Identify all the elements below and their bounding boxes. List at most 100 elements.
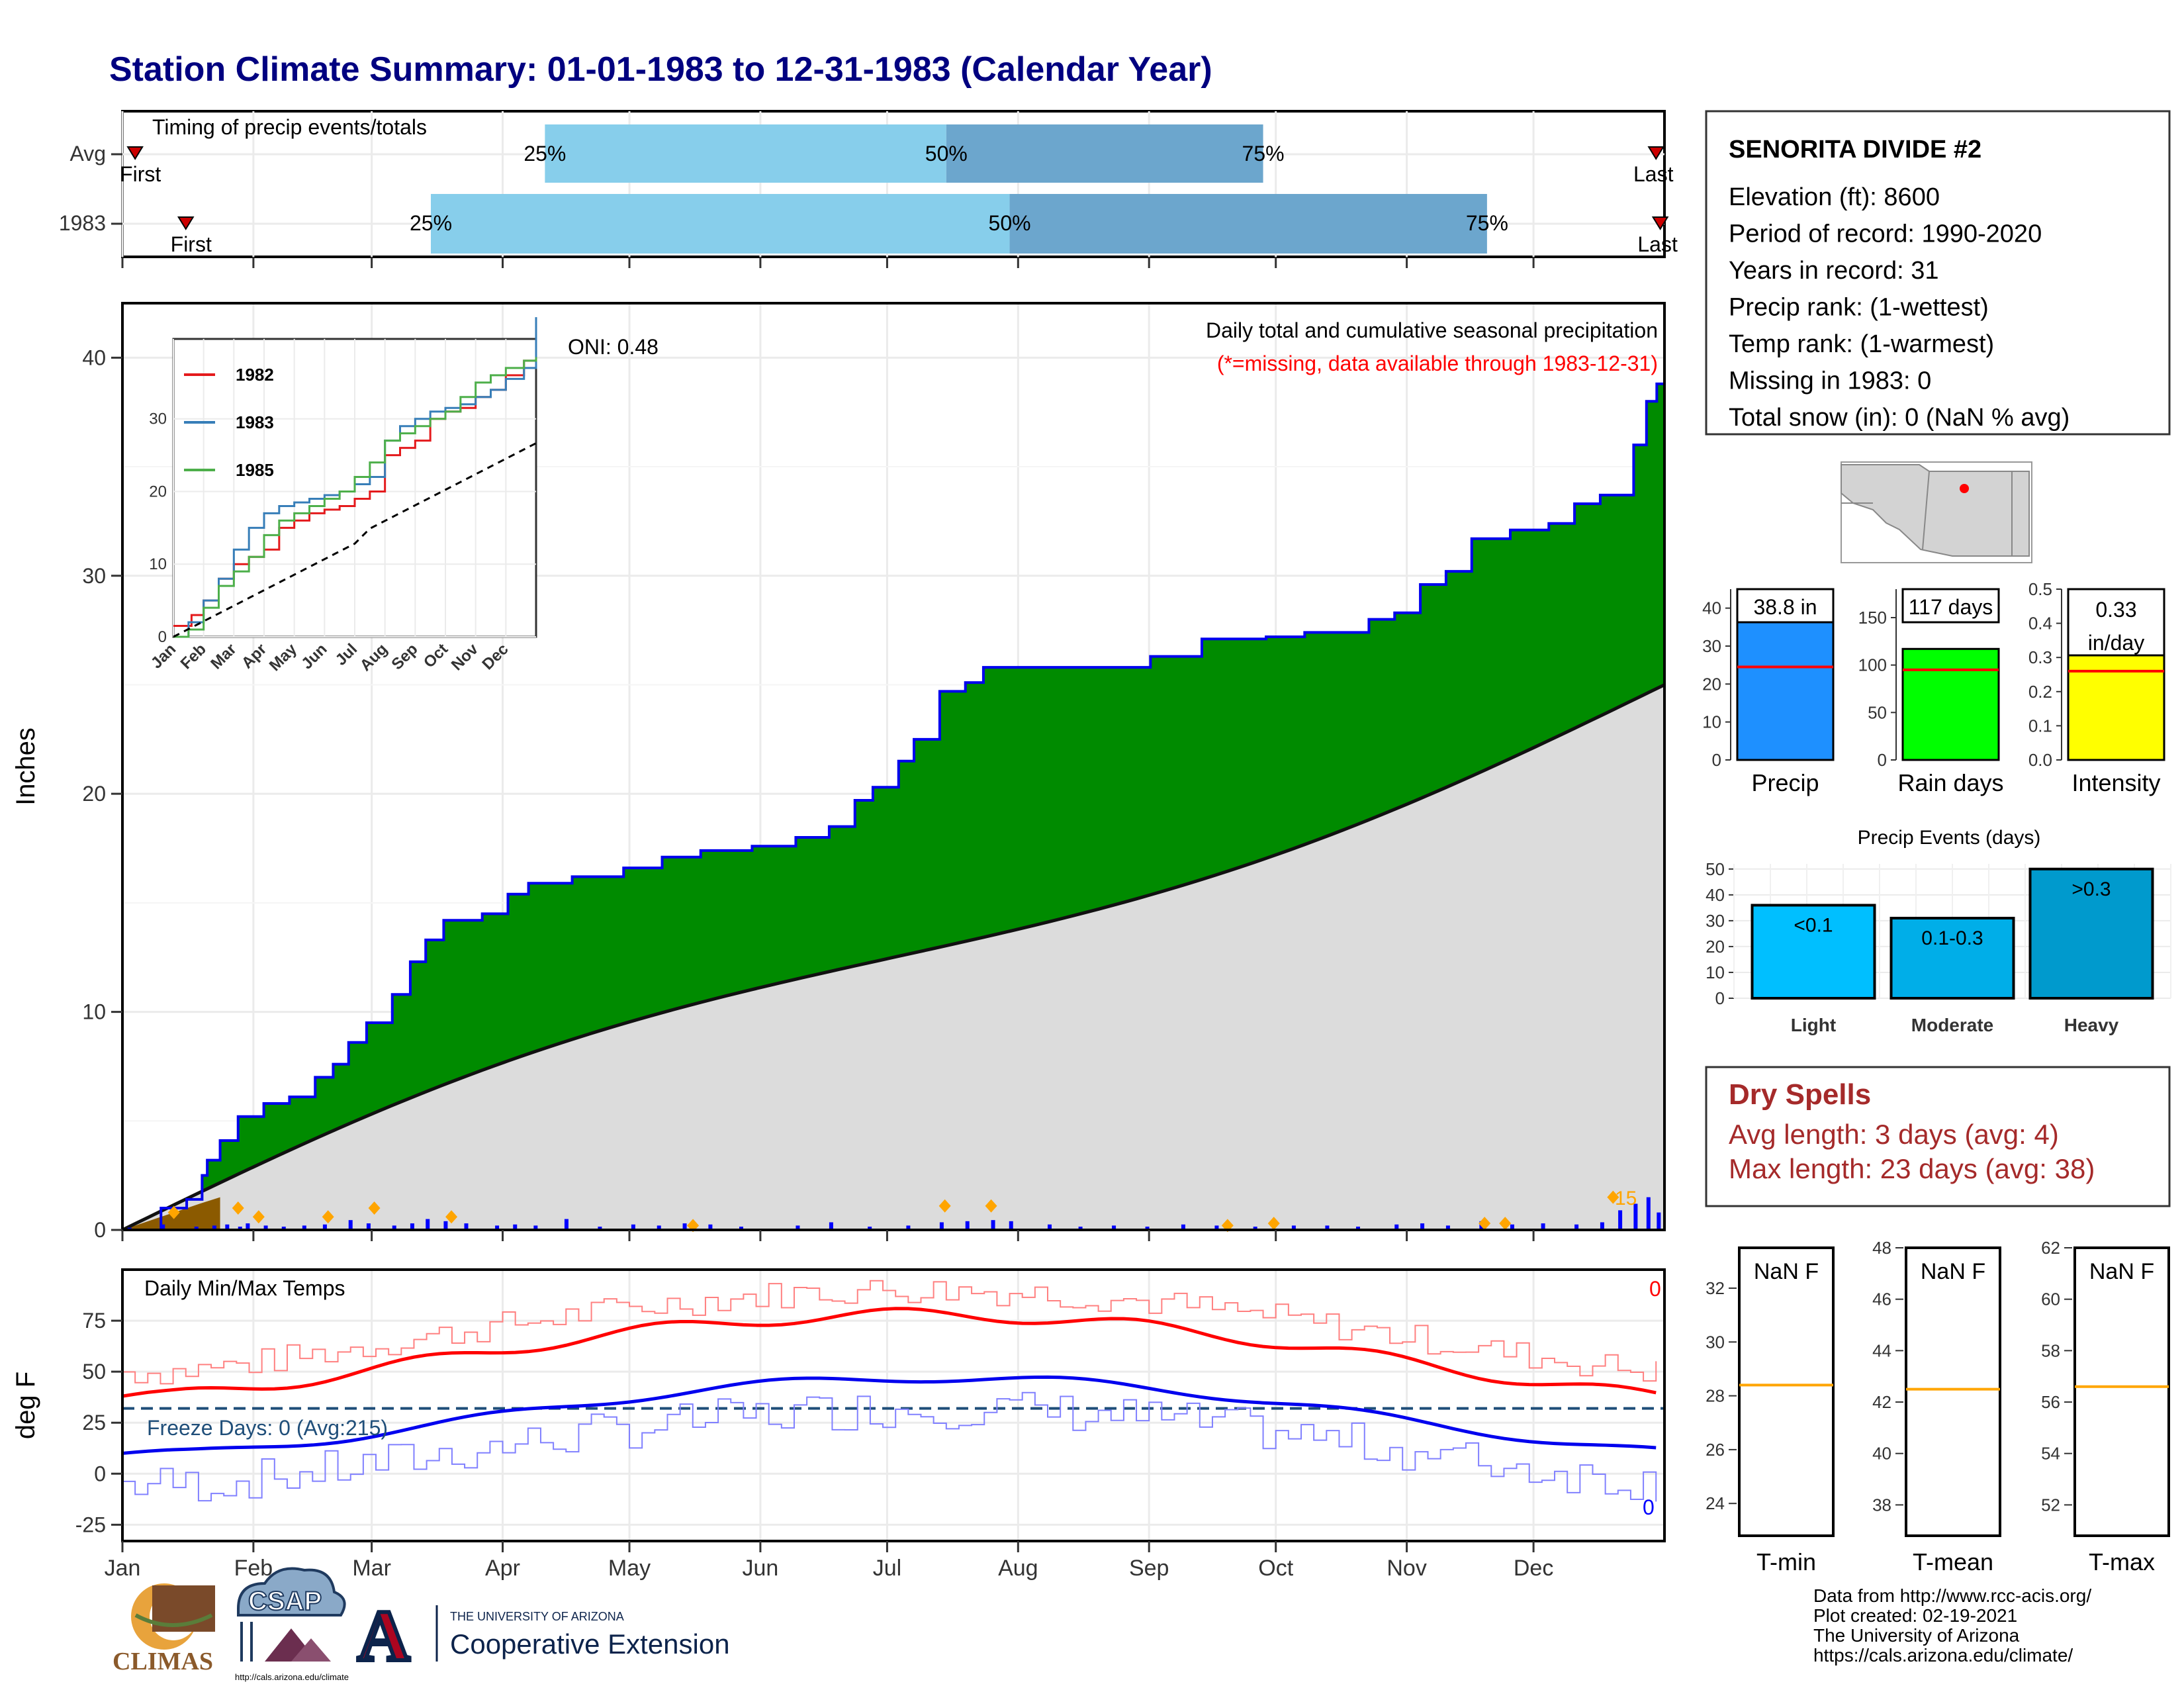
- precip-y-tick: 30: [82, 564, 106, 588]
- mini-value-box: [1901, 588, 2000, 624]
- timing-pct-label: 25%: [523, 142, 566, 165]
- daily-precip-bar: [513, 1224, 518, 1230]
- inset-legend-label: 1985: [236, 460, 274, 480]
- daily-precip-bar: [991, 1220, 995, 1230]
- daily-min-temp-line: [122, 1391, 1657, 1502]
- temp-panel-title: Daily Min/Max Temps: [144, 1276, 345, 1300]
- inset-legend-label: 1983: [236, 412, 274, 432]
- events-bar-label: <0.1: [1794, 914, 1833, 936]
- daily-precip-bar: [1181, 1224, 1185, 1230]
- temp-y-tick: 0: [94, 1462, 106, 1485]
- events-bar-moderate: [1889, 916, 2015, 1000]
- daily-precip-bar: [1009, 1221, 1013, 1230]
- mini-y-tick: 0.3: [2028, 647, 2052, 667]
- timing-pct-label: 50%: [925, 142, 968, 165]
- heavy-event-marker: [1499, 1217, 1512, 1231]
- daily-precip-bar: [1145, 1227, 1150, 1230]
- precip-y-tick: 10: [82, 1000, 106, 1024]
- daily-precip-bar: [410, 1223, 414, 1230]
- mini-value-label: 117 days: [1909, 595, 1993, 619]
- dry-spells-avg: Avg length: 3 days (avg: 4): [1729, 1119, 2059, 1150]
- station-name: SENORITA DIVIDE #2: [1729, 136, 1981, 164]
- station-info-line: Years in record: 31: [1729, 257, 1939, 285]
- daily-precip-bar: [212, 1225, 216, 1230]
- mini-bar-rain-days: [1901, 647, 2000, 761]
- mini-y-tick: 20: [1702, 674, 1721, 694]
- heavy-event-marker: [368, 1201, 381, 1215]
- daily-precip-bar: [1600, 1222, 1604, 1230]
- heavy-event-marker: [938, 1199, 951, 1213]
- tbox-y-tick: 44: [1872, 1340, 1891, 1360]
- inset-y-tick: 30: [149, 410, 167, 428]
- mini-value-unit: in/day: [2088, 631, 2144, 655]
- mini-value-label: 0.33: [2095, 598, 2136, 622]
- csap-logo: CSAP http://cals.arizona.edu/climate: [235, 1567, 349, 1682]
- mini-y-tick: 0.5: [2028, 579, 2052, 599]
- timing-pct-label: 25%: [410, 211, 452, 235]
- daily-precip-bar: [1214, 1225, 1219, 1230]
- csap-url: http://cals.arizona.edu/climate: [235, 1672, 349, 1682]
- station-info-line: Temp rank: (1-warmest): [1729, 330, 1994, 358]
- mini-y-tick: 100: [1858, 655, 1887, 675]
- mini-value-box: [1736, 588, 1835, 624]
- daily-precip-bar: [443, 1221, 448, 1230]
- ua-big-text: Cooperative Extension: [450, 1628, 730, 1660]
- daily-precip-bar: [1394, 1224, 1399, 1230]
- timing-pct-label: 50%: [989, 211, 1031, 235]
- month-tick-aug: Aug: [998, 1556, 1038, 1581]
- credit-line: Data from http://www.rcc-acis.org/: [1813, 1585, 2091, 1606]
- daily-precip-bar: [657, 1225, 661, 1230]
- tbox-y-tick: 56: [2041, 1392, 2060, 1412]
- daily-precip-bar: [1510, 1224, 1514, 1230]
- events-bar-light: [1751, 904, 1876, 1000]
- events-y-tick: 0: [1715, 988, 1725, 1008]
- mini-y-tick: 150: [1858, 608, 1887, 628]
- daily-precip-bar: [322, 1224, 327, 1230]
- station-info-line: Precip rank: (1-wettest): [1729, 294, 1989, 322]
- month-tick-apr: Apr: [485, 1556, 520, 1581]
- daily-precip-bar: [348, 1220, 353, 1230]
- tbox-y-tick: 60: [2041, 1289, 2060, 1309]
- timing-bar-lower-1: [431, 194, 1010, 254]
- avg-min-temp-line: [122, 1375, 1657, 1455]
- temp-ylabel: deg F: [11, 1372, 40, 1439]
- mini-y-tick: 0: [1878, 750, 1887, 770]
- inset-y-tick: 10: [149, 555, 167, 573]
- daily-precip-bar: [238, 1227, 242, 1230]
- events-bar-label: >0.3: [2071, 878, 2111, 900]
- inset-series-line-1985: [173, 357, 537, 638]
- heavy-event-marker: [1607, 1190, 1619, 1204]
- month-tick-mar: Mar: [352, 1556, 391, 1581]
- credit-line: https://cals.arizona.edu/climate/: [1813, 1645, 2073, 1665]
- tbox-label: T-mean: [1913, 1548, 1993, 1575]
- tbox-y-tick: 26: [1706, 1440, 1725, 1460]
- daily-max-temp-line: [122, 1280, 1657, 1385]
- mini-y-tick: 0.0: [2028, 750, 2052, 770]
- daily-precip-bar: [598, 1227, 602, 1230]
- oni-label: ONI: 0.48: [568, 335, 659, 359]
- events-category-label: Light: [1791, 1015, 1836, 1035]
- tbox-y-tick: 40: [1872, 1444, 1891, 1464]
- first-event-marker: [177, 216, 195, 230]
- precip-y-tick: 0: [94, 1218, 106, 1242]
- events-category-label: Moderate: [1911, 1015, 1993, 1035]
- month-tick-dec: Dec: [1514, 1556, 1553, 1581]
- daily-precip-bar: [564, 1219, 569, 1230]
- timing-title: Timing of precip events/totals: [152, 115, 427, 139]
- events-y-tick: 10: [1706, 962, 1725, 982]
- heavy-event-marker: [985, 1199, 997, 1213]
- max-count-label: 0: [1649, 1277, 1661, 1301]
- mini-y-tick: 0.2: [2028, 682, 2052, 702]
- mini-value-box: [2067, 588, 2165, 657]
- station-info-line: Missing in 1983: 0: [1729, 367, 1931, 395]
- daily-precip-bar: [631, 1224, 635, 1230]
- daily-precip-bar: [939, 1222, 944, 1230]
- tbox-label: T-max: [2089, 1548, 2155, 1575]
- precip-ylabel: Inches: [11, 727, 40, 806]
- precip-y-tick: 20: [82, 782, 106, 806]
- ua-logo: A THE UNIVERSITY OF ARIZONA Cooperative …: [355, 1593, 730, 1678]
- inset-average-line: [173, 442, 537, 638]
- timing-panel: Timing of precip events/totals Avg 1983 …: [59, 110, 1678, 258]
- events-y-tick: 40: [1706, 885, 1725, 905]
